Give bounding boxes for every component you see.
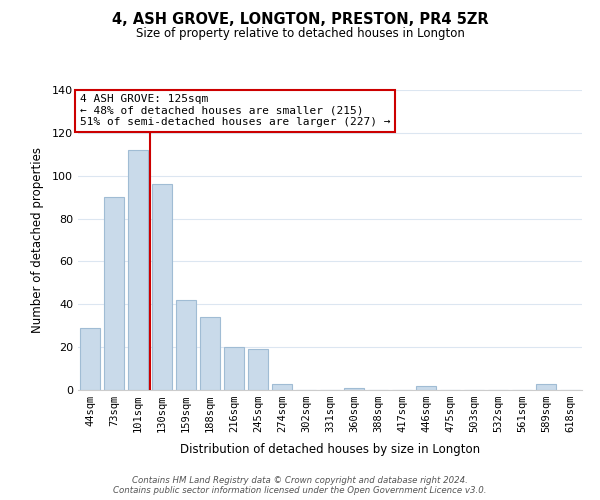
Text: 4, ASH GROVE, LONGTON, PRESTON, PR4 5ZR: 4, ASH GROVE, LONGTON, PRESTON, PR4 5ZR <box>112 12 488 28</box>
Bar <box>248 350 268 390</box>
Bar <box>344 388 364 390</box>
Bar <box>104 197 124 390</box>
Bar <box>80 328 100 390</box>
Text: Contains HM Land Registry data © Crown copyright and database right 2024.
Contai: Contains HM Land Registry data © Crown c… <box>113 476 487 495</box>
Bar <box>224 347 244 390</box>
Bar <box>176 300 196 390</box>
Text: 4 ASH GROVE: 125sqm
← 48% of detached houses are smaller (215)
51% of semi-detac: 4 ASH GROVE: 125sqm ← 48% of detached ho… <box>80 94 391 128</box>
Text: Size of property relative to detached houses in Longton: Size of property relative to detached ho… <box>136 28 464 40</box>
Y-axis label: Number of detached properties: Number of detached properties <box>31 147 44 333</box>
Bar <box>272 384 292 390</box>
Bar <box>128 150 148 390</box>
Bar <box>416 386 436 390</box>
Bar <box>536 384 556 390</box>
Bar <box>152 184 172 390</box>
Bar <box>200 317 220 390</box>
X-axis label: Distribution of detached houses by size in Longton: Distribution of detached houses by size … <box>180 444 480 456</box>
